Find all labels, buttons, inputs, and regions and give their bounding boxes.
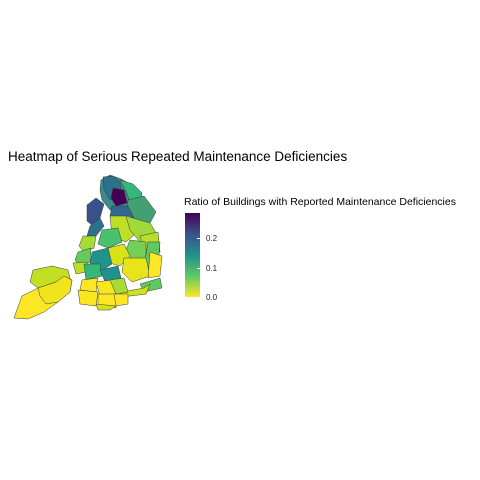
- community-district: [37, 275, 73, 305]
- community-district: [121, 257, 151, 283]
- community-district: [147, 251, 163, 279]
- legend-tick-label: 0.2: [206, 234, 218, 243]
- community-district: [113, 293, 129, 307]
- community-district: [83, 263, 103, 281]
- community-district: [109, 277, 129, 295]
- community-district: [77, 289, 99, 307]
- community-district: [86, 217, 105, 237]
- community-district: [95, 303, 117, 311]
- legend-tick-mark: [197, 238, 200, 239]
- community-district: [110, 187, 128, 207]
- community-district: [79, 277, 99, 293]
- chart-title: Heatmap of Serious Repeated Maintenance …: [8, 149, 348, 164]
- legend-tick-mark: [197, 268, 200, 269]
- community-district: [97, 227, 123, 249]
- legend-colorbar: [185, 213, 200, 297]
- legend-tick-mark: [197, 297, 200, 298]
- legend-tick-label: 0.1: [206, 264, 218, 273]
- legend-title: Ratio of Buildings with Reported Mainten…: [184, 196, 456, 208]
- legend-tick-label: 0.0: [206, 293, 218, 302]
